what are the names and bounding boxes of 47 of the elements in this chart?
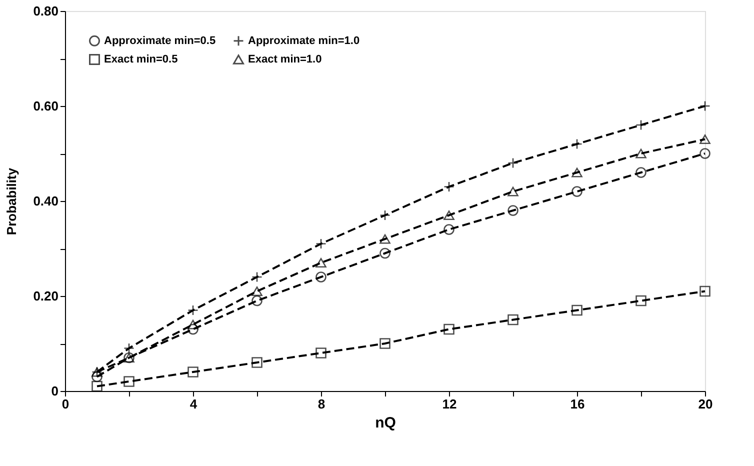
x-axis-title: nQ	[375, 414, 396, 432]
x-tick-label: 20	[698, 396, 713, 412]
y-tick-label: 0	[51, 384, 58, 398]
point	[572, 304, 582, 316]
legend-label: Exact min=0.5	[104, 54, 178, 66]
y-tick-label: 0.40	[33, 194, 58, 208]
y-tick-label: 0.20	[33, 288, 58, 304]
x-tick-label: 12	[442, 396, 457, 412]
point	[508, 314, 518, 326]
y-axis-title: Probability	[4, 167, 20, 236]
point	[92, 380, 102, 392]
x-tick-label: 16	[570, 396, 585, 412]
point	[92, 371, 102, 382]
point	[316, 348, 326, 358]
point	[572, 168, 582, 178]
x-tick-label: 4	[190, 396, 198, 412]
point	[636, 167, 646, 178]
point	[700, 286, 710, 297]
point	[700, 148, 710, 159]
point	[444, 324, 454, 335]
point	[188, 366, 198, 378]
point	[124, 376, 134, 387]
point	[508, 205, 518, 216]
point	[380, 338, 390, 349]
y-tick-label: 0.60	[33, 98, 58, 114]
point	[316, 272, 326, 282]
point	[380, 248, 390, 259]
point	[252, 295, 262, 306]
point	[188, 320, 198, 330]
legend-label: Approximate min=1.0	[248, 34, 360, 47]
point	[316, 258, 326, 268]
point	[444, 210, 454, 220]
point	[636, 295, 646, 306]
legend-label: Exact min=1.0	[248, 54, 322, 66]
point	[700, 134, 710, 144]
legend-label: Approximate min=0.5	[104, 34, 216, 47]
point	[636, 148, 646, 158]
point	[572, 186, 582, 197]
point	[252, 357, 262, 368]
x-tick-label: 0	[62, 396, 70, 412]
point	[508, 186, 518, 196]
point	[188, 324, 198, 335]
point	[380, 234, 390, 244]
x-tick-label: 8	[318, 396, 326, 412]
point	[252, 286, 262, 296]
point	[444, 224, 454, 235]
y-tick-label: 0.80	[33, 4, 58, 18]
